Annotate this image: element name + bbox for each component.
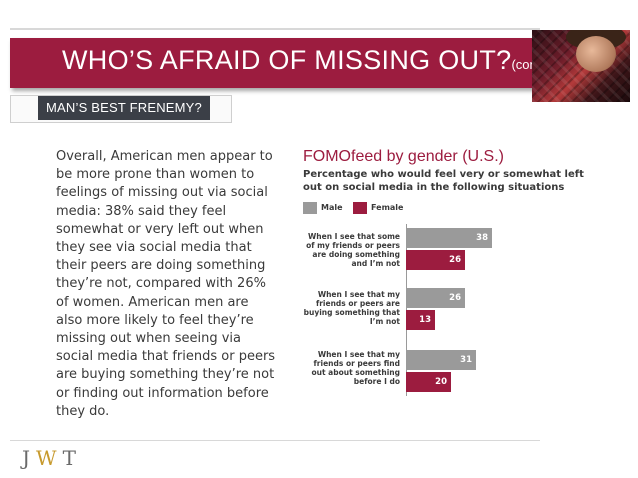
- bar-value-label: 26: [449, 293, 461, 303]
- slide-title: WHO’S AFRAID OF MISSING OUT?(cont’d.): [62, 45, 558, 76]
- bar-male: 26: [406, 288, 465, 308]
- bar-value-label: 31: [460, 355, 472, 365]
- bar-value-label: 26: [449, 255, 461, 265]
- bar-female: 13: [406, 310, 435, 330]
- legend-label-male: Male: [321, 203, 343, 212]
- top-divider: [10, 28, 540, 30]
- body-paragraph: Overall, American men appear to be more …: [56, 149, 276, 419]
- category-label: When I see that my friends or peers are …: [303, 290, 400, 326]
- photo-face: [576, 36, 616, 72]
- bar-female: 26: [406, 250, 465, 270]
- bar-male: 38: [406, 228, 492, 248]
- category-label: When I see that some of my friends or pe…: [306, 232, 400, 268]
- bar-female: 20: [406, 372, 451, 392]
- logo-letter-t: T: [62, 446, 82, 470]
- bottom-divider: [10, 440, 540, 441]
- logo-letter-j: J: [22, 446, 37, 470]
- subtitle-label: MAN’S BEST FRENEMY?: [38, 96, 210, 120]
- header-photo: [532, 30, 630, 102]
- chart-title: FOMOfeed by gender (U.S.): [303, 148, 504, 165]
- category-label: When I see that my friends or peers find…: [311, 350, 400, 386]
- title-banner: WHO’S AFRAID OF MISSING OUT?(cont’d.): [10, 38, 558, 88]
- bar-value-label: 38: [476, 233, 488, 243]
- slide-title-main: WHO’S AFRAID OF MISSING OUT?: [62, 45, 512, 75]
- legend-swatch-male: [303, 202, 317, 214]
- bar-value-label: 13: [419, 315, 431, 325]
- chart-subtitle: Percentage who would feel very or somewh…: [303, 169, 584, 193]
- bar-value-label: 20: [435, 377, 447, 387]
- legend-swatch-female: [353, 202, 367, 214]
- logo-letter-w: W: [36, 446, 63, 470]
- bar-male: 31: [406, 350, 476, 370]
- legend-label-female: Female: [371, 203, 404, 212]
- jwt-logo: JWT: [22, 446, 82, 470]
